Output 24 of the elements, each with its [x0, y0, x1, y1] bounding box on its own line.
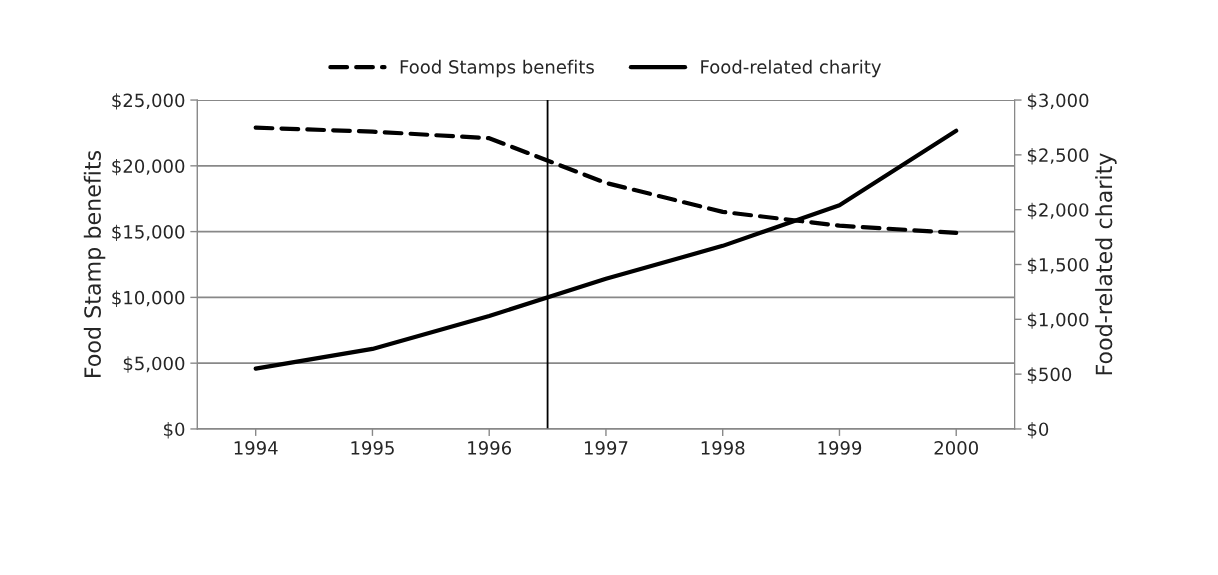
y2-tick-label: $0 — [1027, 422, 1049, 439]
y-tick-label: $25,000 — [112, 93, 185, 110]
x-tick-label: 1994 — [234, 441, 278, 455]
y2-tick-label: $500 — [1027, 367, 1072, 384]
y2-tick-label: $2,500 — [1027, 148, 1089, 165]
x-tick-label: 1997 — [584, 441, 628, 455]
y-tick-label: $5,000 — [123, 356, 185, 373]
x-tick-label: 1995 — [351, 441, 394, 455]
y2-axis-title: Food-related charity — [1095, 153, 1117, 375]
y2-tick-label: $3,000 — [1027, 93, 1089, 110]
y2-tick-label: $1,500 — [1027, 257, 1089, 275]
y-tick-label: $15,000 — [112, 224, 185, 242]
y-axis-title: Food Stamp benefits — [83, 150, 106, 378]
y2-tick-label: $1,000 — [1027, 312, 1089, 329]
x-tick-label: 1996 — [468, 441, 512, 455]
x-tick-label: 1998 — [701, 441, 745, 455]
y-tick-label: $20,000 — [112, 158, 185, 176]
x-tick-label: 2000 — [934, 441, 978, 455]
legend-label: Food-related charity — [701, 59, 881, 78]
x-tick-label: 1999 — [818, 441, 862, 455]
y-tick-label: $0 — [164, 422, 185, 439]
legend-label: Food Stamps benefits — [400, 59, 594, 78]
y-tick-label: $10,000 — [112, 290, 185, 307]
y2-tick-label: $2,000 — [1027, 202, 1089, 220]
